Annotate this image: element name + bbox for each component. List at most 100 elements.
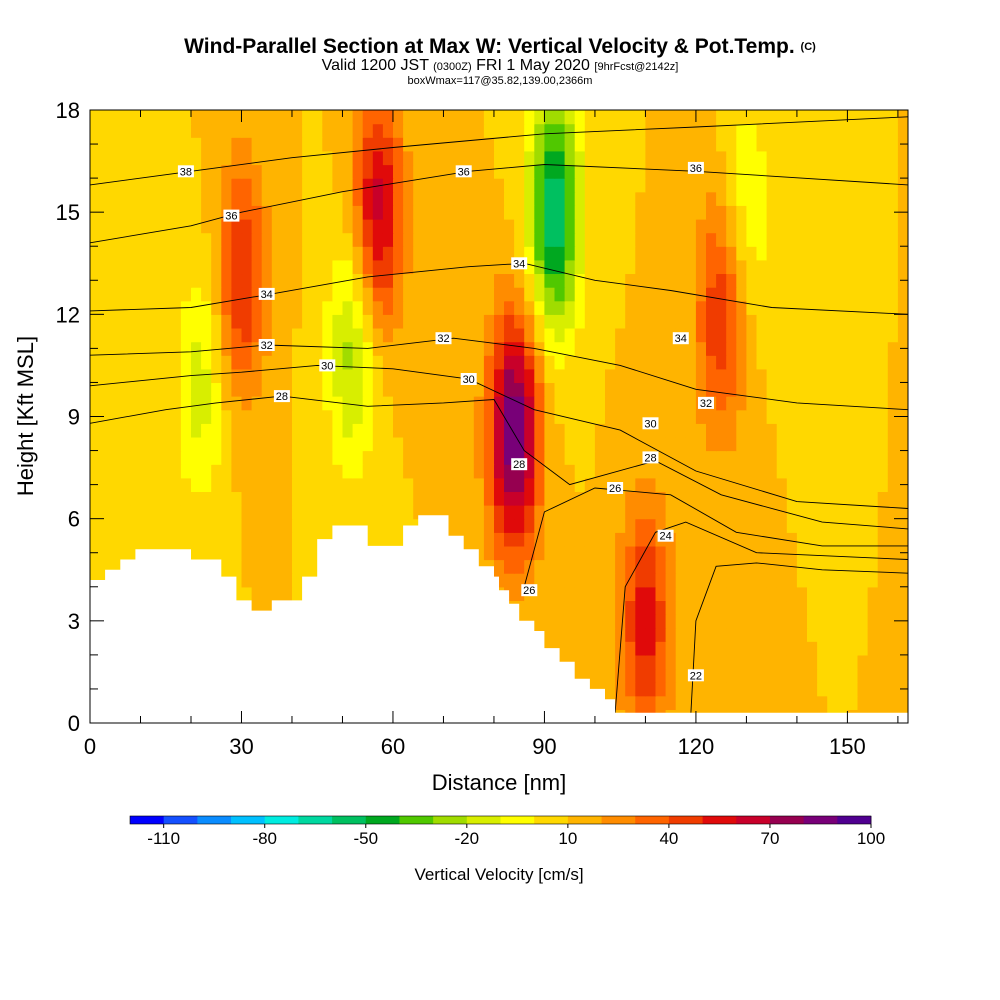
field-cell xyxy=(655,205,667,220)
field-cell xyxy=(554,559,566,574)
field-cell xyxy=(574,668,586,683)
field-cell xyxy=(615,355,626,370)
field-cell xyxy=(423,164,434,179)
field-cell xyxy=(837,654,848,670)
field-cell xyxy=(443,219,455,234)
field-cell xyxy=(756,450,768,465)
field-cell xyxy=(231,532,243,547)
field-cell xyxy=(645,273,657,288)
field-cell xyxy=(857,164,869,179)
field-cell xyxy=(736,273,747,288)
field-cell xyxy=(685,232,697,247)
svg-text:24: 24 xyxy=(659,531,671,543)
field-cell xyxy=(494,314,505,329)
field-cell xyxy=(796,232,808,247)
field-cell xyxy=(695,314,707,329)
field-cell xyxy=(877,627,889,642)
field-cell xyxy=(150,232,162,247)
field-cell xyxy=(867,178,879,193)
field-cell xyxy=(635,409,646,424)
field-cell xyxy=(241,355,253,370)
field-cell xyxy=(675,219,687,234)
field-cell xyxy=(554,110,566,125)
field-cell xyxy=(211,518,222,533)
field-cell xyxy=(655,641,667,656)
field-cell xyxy=(645,505,657,520)
field-cell xyxy=(231,164,243,179)
field-cell xyxy=(675,382,687,397)
field-cell xyxy=(170,150,182,166)
field-cell xyxy=(362,328,374,343)
field-cell xyxy=(120,178,131,193)
field-cell xyxy=(201,110,212,125)
field-cell xyxy=(877,246,889,261)
field-cell xyxy=(817,423,828,438)
field-cell xyxy=(393,423,404,438)
field-cell xyxy=(776,219,788,234)
field-cell xyxy=(665,409,677,424)
field-cell xyxy=(483,178,495,193)
field-cell xyxy=(665,559,677,574)
field-cell xyxy=(554,300,566,315)
field-cell xyxy=(281,450,293,465)
field-cell xyxy=(635,164,646,179)
field-cell xyxy=(716,614,727,629)
field-cell xyxy=(736,573,747,588)
field-cell xyxy=(665,150,677,166)
field-cell xyxy=(201,300,212,315)
field-cell xyxy=(534,396,545,411)
field-cell xyxy=(292,423,303,438)
field-cell xyxy=(544,409,556,424)
field-cell xyxy=(120,164,131,179)
field-cell xyxy=(201,396,212,411)
field-cell xyxy=(857,137,869,152)
field-cell xyxy=(180,532,192,547)
field-cell xyxy=(342,328,354,343)
field-cell xyxy=(695,219,707,234)
field-cell xyxy=(776,110,788,125)
field-cell xyxy=(393,259,404,275)
field-cell xyxy=(807,259,818,275)
field-cell xyxy=(645,464,657,479)
field-cell xyxy=(665,586,677,602)
field-cell xyxy=(706,273,717,288)
field-cell xyxy=(524,518,535,533)
field-cell xyxy=(605,436,616,452)
field-cell xyxy=(201,219,212,234)
field-cell xyxy=(655,409,667,424)
field-cell xyxy=(352,273,364,288)
field-cell xyxy=(160,191,172,206)
field-cell xyxy=(756,110,768,125)
field-cell xyxy=(382,300,394,315)
field-cell xyxy=(140,464,152,479)
field-cell xyxy=(716,396,727,411)
field-cell xyxy=(281,246,293,261)
field-cell xyxy=(756,287,768,302)
field-cell xyxy=(241,110,253,125)
svg-text:30: 30 xyxy=(644,418,656,430)
field-cell xyxy=(655,328,667,343)
field-cell xyxy=(655,436,667,452)
field-cell xyxy=(887,668,899,683)
field-cell xyxy=(766,205,778,220)
field-cell xyxy=(332,314,344,329)
field-cell xyxy=(231,300,243,315)
field-cell xyxy=(746,205,758,220)
field-cell xyxy=(897,382,908,397)
field-cell xyxy=(423,205,434,220)
field-cell xyxy=(110,219,121,234)
field-cell xyxy=(281,464,293,479)
field-cell xyxy=(221,436,232,452)
field-cell xyxy=(130,355,142,370)
field-cell xyxy=(524,505,535,520)
field-cell xyxy=(352,246,364,261)
field-cell xyxy=(594,627,606,642)
field-cell xyxy=(796,287,808,302)
field-cell xyxy=(877,573,889,588)
field-cell xyxy=(180,259,192,275)
field-cell xyxy=(726,150,737,166)
colorbar-swatch xyxy=(601,816,636,824)
field-cell xyxy=(766,423,778,438)
field-cell xyxy=(473,259,485,275)
field-cell xyxy=(594,164,606,179)
